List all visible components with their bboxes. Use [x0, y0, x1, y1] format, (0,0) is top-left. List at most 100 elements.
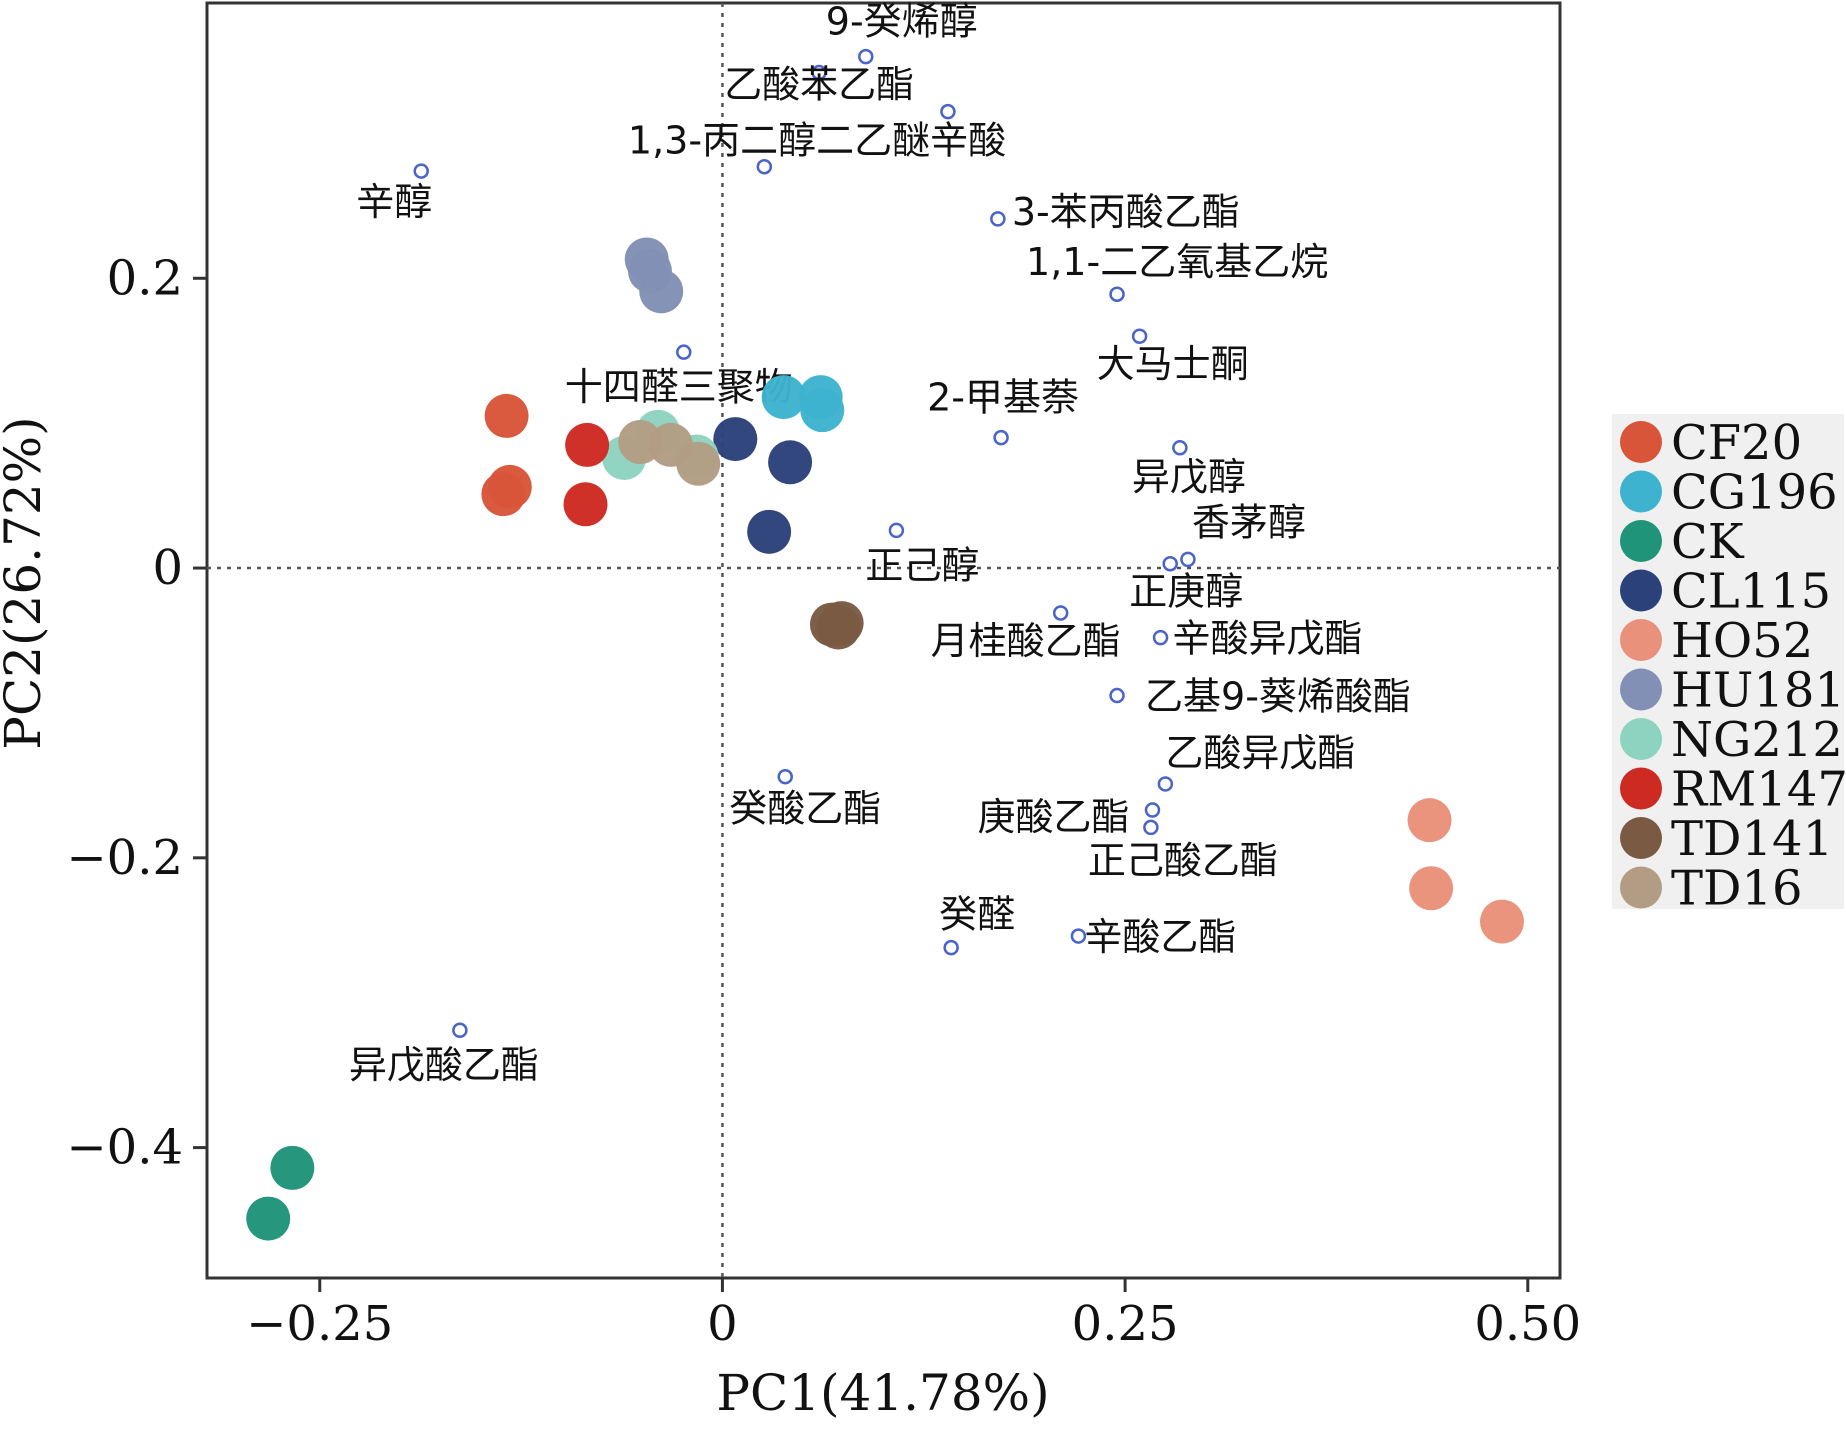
loading-point — [1152, 629, 1169, 646]
y-tick-label: −0.2 — [66, 830, 183, 886]
loading-point — [1144, 802, 1161, 818]
loading-label: 十四醛三聚物 — [565, 365, 793, 409]
legend-swatch-ho52 — [1620, 619, 1662, 661]
loading-label: 大马士酮 — [1097, 342, 1249, 386]
loading-label: 9-癸烯醇 — [826, 0, 978, 44]
score-point-ho52 — [1407, 798, 1452, 843]
legend-label: TD16 — [1671, 861, 1803, 917]
y-tick-label: 0 — [152, 540, 183, 596]
score-point-cf20 — [481, 472, 526, 517]
loading-point — [1070, 928, 1087, 944]
loading-label: 3-苯丙酸乙酯 — [1012, 190, 1240, 234]
score-point-hu181 — [639, 269, 684, 314]
legend-swatch-ng212 — [1620, 718, 1662, 760]
score-points — [246, 237, 1525, 1241]
score-point-cg196 — [761, 375, 806, 420]
legend-swatch-cg196 — [1620, 470, 1662, 513]
loading-label: 2-甲基萘 — [927, 376, 1079, 420]
loading-label: 庚酸乙酯 — [977, 795, 1129, 839]
loading-point — [452, 1022, 468, 1038]
loading-point — [676, 344, 692, 360]
legend-swatch-cl115 — [1620, 569, 1662, 612]
legend-swatch-hu181 — [1620, 668, 1662, 711]
loading-label: 正己酸乙酯 — [1088, 838, 1278, 882]
x-tick-label: 0 — [707, 1296, 738, 1352]
loading-point — [858, 48, 874, 65]
loading-label: 异戊醇 — [1132, 455, 1246, 499]
loading-point — [811, 64, 827, 81]
loading-point — [756, 158, 773, 175]
loading-label: 1,1-二乙氧基乙烷 — [1026, 240, 1328, 284]
axis-ticks: −0.25 0 0.25 0.50 −0.4 −0.2 0 0.2 — [66, 250, 1581, 1352]
legend-swatch-td141 — [1620, 817, 1662, 859]
loading-point — [1172, 440, 1188, 456]
loading-label: 乙基9-葵烯酸酯 — [1145, 675, 1411, 719]
loading-point — [413, 163, 429, 179]
x-tick-label: −0.25 — [246, 1296, 393, 1352]
loading-label: 辛酸乙酯 — [1084, 915, 1236, 959]
loading-point — [1109, 286, 1125, 302]
y-tick-label: 0.2 — [107, 250, 183, 306]
loading-point — [990, 211, 1006, 227]
legend-swatch-td16 — [1620, 866, 1662, 909]
legend-label: TD141 — [1671, 811, 1833, 867]
loading-label: 月桂酸乙酯 — [931, 619, 1121, 663]
loading-point — [943, 939, 959, 956]
x-axis-title: PC1(41.78%) — [716, 1364, 1049, 1422]
score-point-cf20 — [484, 393, 529, 438]
score-point-ck — [270, 1145, 315, 1190]
plot-panel — [205, 1, 1562, 1280]
score-point-cl115 — [768, 440, 813, 485]
loading-label: 正庚醇 — [1129, 570, 1243, 614]
loading-point — [1180, 551, 1196, 568]
score-point-ho52 — [1409, 866, 1454, 911]
loading-point — [1162, 555, 1178, 572]
loading-label: 乙酸异戊酯 — [1165, 731, 1355, 775]
y-tick-label: −0.4 — [66, 1120, 183, 1176]
loading-point — [1157, 776, 1174, 792]
score-point-rm147 — [563, 482, 608, 527]
loading-point — [940, 103, 956, 120]
loading-label: 1,3-丙二醇二乙醚辛酸 — [628, 119, 1006, 163]
loading-label: 辛酸异戊酯 — [1173, 617, 1363, 661]
loading-point — [777, 768, 793, 785]
legend-label: CF20 — [1671, 415, 1802, 471]
loading-point — [1052, 605, 1069, 621]
score-point-ho52 — [1480, 899, 1525, 944]
legend-label: CK — [1671, 514, 1745, 570]
loading-point — [1131, 328, 1148, 344]
x-tick-label: 0.25 — [1072, 1296, 1179, 1352]
score-point-td141 — [819, 601, 864, 646]
loading-point — [993, 429, 1009, 446]
legend-label: HU181 — [1671, 663, 1845, 719]
loading-label: 辛醇 — [356, 180, 432, 224]
legend-label: HO52 — [1671, 613, 1813, 669]
score-point-cl115 — [713, 417, 758, 462]
loading-label: 癸醛 — [939, 893, 1015, 937]
y-axis-title: PC2(26.72%) — [0, 416, 52, 749]
legend-swatch-ck — [1620, 520, 1662, 562]
loading-label: 乙酸苯乙酯 — [724, 63, 914, 107]
legend-label: CG196 — [1671, 465, 1838, 521]
score-point-cl115 — [747, 509, 792, 554]
loading-point — [1143, 819, 1159, 836]
reference-lines — [207, 3, 1560, 1278]
loading-label: 癸酸乙酯 — [729, 787, 881, 831]
x-tick-label: 0.50 — [1474, 1296, 1581, 1352]
loading-point — [1109, 687, 1125, 704]
loading-point — [888, 522, 905, 539]
loading-label: 异戊酸乙酯 — [349, 1043, 539, 1087]
score-point-rm147 — [565, 422, 610, 467]
legend: CF20CG196CKCL115HO52HU181NG212RM147TD141… — [1612, 414, 1846, 917]
legend-label: NG212 — [1671, 712, 1843, 768]
loading-label: 正己醇 — [865, 543, 979, 587]
legend-label: CL115 — [1671, 564, 1831, 620]
score-point-ck — [246, 1196, 291, 1241]
legend-swatch-rm147 — [1620, 767, 1662, 810]
loading-label: 香茅醇 — [1192, 500, 1306, 544]
score-point-td16 — [648, 422, 693, 467]
loading-points — [413, 48, 1196, 1038]
